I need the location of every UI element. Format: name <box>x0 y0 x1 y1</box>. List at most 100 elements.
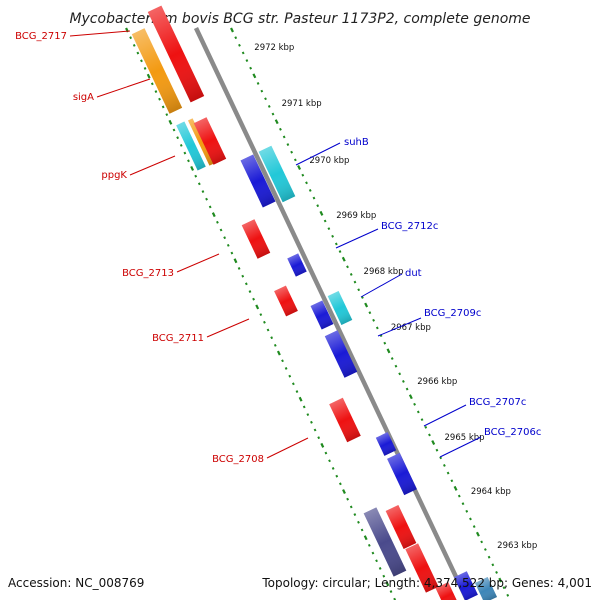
left-track-tick <box>270 336 274 340</box>
left-track-tick <box>324 451 328 455</box>
right-track-tick <box>453 485 458 491</box>
right-track-tick <box>428 433 431 437</box>
left-track-tick <box>176 136 180 140</box>
label-BCG_2706c-leader <box>439 436 482 458</box>
right-track-tick <box>461 502 465 506</box>
gene-navy-1 <box>363 507 407 577</box>
left-track-tick <box>223 236 227 240</box>
left-track-tick <box>317 436 321 440</box>
right-track-tick <box>416 410 420 414</box>
BCG_2709c-gene <box>324 330 358 378</box>
left-track-tick <box>136 51 140 55</box>
right-track-tick <box>413 402 416 406</box>
left-track-tick <box>328 459 331 463</box>
right-track-tick <box>402 380 405 383</box>
left-track-tick <box>230 251 234 255</box>
right-track-tick <box>282 135 286 139</box>
right-track-tick <box>405 387 409 391</box>
right-track-tick <box>435 448 439 452</box>
map-title: Mycobacterium bovis BCG str. Pasteur 117… <box>69 11 530 27</box>
label-dut: dut <box>405 268 422 279</box>
left-track-tick <box>263 320 266 324</box>
left-tick-track <box>125 27 397 600</box>
left-track-tick <box>129 36 132 40</box>
label-BCG_2707c: BCG_2707c <box>469 397 526 408</box>
right-track-tick <box>305 181 308 185</box>
right-track-tick <box>341 256 346 262</box>
right-track-tick <box>297 165 302 170</box>
left-track-tick <box>237 267 241 270</box>
right-track-tick <box>390 357 394 360</box>
left-track-tick <box>385 581 390 587</box>
label-BCG_2713: BCG_2713 <box>122 268 174 279</box>
left-track-tick <box>205 197 208 201</box>
left-track-tick <box>331 467 335 470</box>
right-track-tick <box>450 479 454 483</box>
gene-red-4 <box>435 582 459 600</box>
left-track-tick <box>208 205 212 209</box>
gene-blue-1 <box>240 154 276 208</box>
right-track-tick <box>267 104 271 108</box>
right-track-tick <box>241 51 245 55</box>
right-track-tick <box>469 517 472 521</box>
label-suhB: suhB <box>344 137 369 148</box>
left-track-tick <box>363 535 368 541</box>
suhB-gene <box>258 145 296 203</box>
label-BCG_2717: BCG_2717 <box>15 31 67 42</box>
left-track-tick <box>165 113 169 117</box>
right-track-tick <box>252 73 257 79</box>
left-track-tick <box>132 43 136 47</box>
left-track-tick <box>219 228 223 232</box>
right-track-tick <box>465 509 469 513</box>
label-suhB-leader <box>295 142 341 166</box>
left-track-tick <box>291 382 295 386</box>
right-track-tick <box>264 97 267 101</box>
left-track-tick <box>201 190 205 193</box>
gene-red-1 <box>193 117 227 165</box>
right-track-tick <box>245 59 249 62</box>
left-track-tick <box>375 559 378 563</box>
left-track-tick <box>284 367 288 370</box>
label-BCG_2706c: BCG_2706c <box>484 427 541 438</box>
right-track-tick <box>271 112 275 116</box>
genome-summary-text: Topology: circular; Length: 4,374,522 bp… <box>261 576 592 590</box>
label-BCG_2711: BCG_2711 <box>152 333 204 344</box>
sigA-gene <box>131 28 183 114</box>
right-track-tick <box>502 586 506 590</box>
gene-steel-1 <box>474 577 498 600</box>
kbp-scale-label: 2964 kbp <box>471 487 511 497</box>
left-track-tick <box>346 497 349 501</box>
right-track-tick <box>286 143 290 147</box>
left-track-tick <box>143 67 147 70</box>
left-track-tick <box>382 574 386 578</box>
right-track-tick <box>338 250 342 253</box>
right-track-tick <box>487 555 491 559</box>
gene-blue-2 <box>454 571 478 600</box>
left-track-tick <box>259 313 263 317</box>
label-ppgK: ppgK <box>101 170 127 181</box>
right-track-tick <box>234 36 238 40</box>
BCG_2708-gene <box>329 397 361 443</box>
left-track-tick <box>389 590 393 593</box>
label-BCG_2712c: BCG_2712c <box>381 221 438 232</box>
right-track-tick <box>249 66 253 70</box>
kbp-scale-label: 2966 kbp <box>417 377 457 387</box>
right-track-tick <box>364 302 369 308</box>
right-track-tick <box>331 234 334 238</box>
left-track-tick <box>360 528 364 532</box>
right-track-tick <box>408 394 413 400</box>
left-track-tick <box>353 513 357 517</box>
BCG_2712c-gene <box>287 253 307 277</box>
label-ppgK-leader <box>129 155 176 176</box>
kbp-scale-label: 2967 kbp <box>391 323 431 333</box>
left-track-tick <box>248 290 252 293</box>
left-track-tick <box>281 359 284 363</box>
left-track-tick <box>154 90 158 93</box>
left-track-tick <box>161 105 165 109</box>
left-track-tick <box>211 212 216 218</box>
right-track-tick <box>301 173 305 177</box>
left-track-tick <box>255 304 260 310</box>
right-track-tick <box>443 464 446 467</box>
kbp-scale-label: 2963 kbp <box>497 541 537 551</box>
BCG_2707c-gene <box>375 432 397 456</box>
